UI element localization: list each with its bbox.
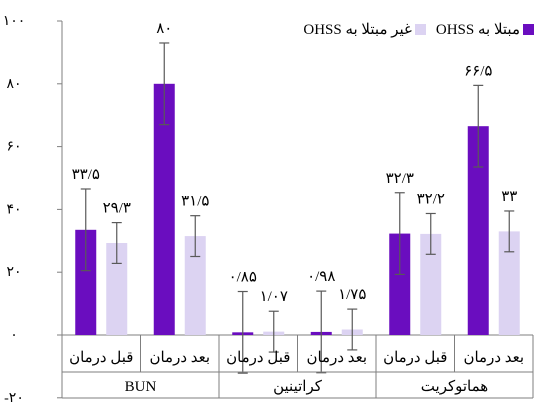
category-label: بعد درمان (306, 350, 367, 366)
y-tick-label: ۶۰ (6, 140, 21, 155)
bar-unaffected (420, 233, 442, 335)
data-label: ۰/۸۵ (229, 270, 257, 286)
data-label: ۳۲/۲ (417, 191, 445, 207)
data-label: ۳۳ (501, 189, 517, 205)
y-tick-label: ۲۰ (6, 265, 21, 280)
data-label: ۳۳/۵ (72, 167, 100, 183)
data-label: ۳۱/۵ (181, 194, 209, 210)
bar-unaffected (184, 236, 206, 335)
category-label: بعد درمان (149, 350, 210, 366)
y-tick-label: ۸۰ (6, 77, 21, 92)
data-label: ۶۶/۵ (464, 63, 492, 79)
bar-affected (153, 83, 175, 335)
bar-unaffected (498, 231, 520, 335)
legend-swatch-unaffected (414, 24, 426, 35)
data-label: ۲۹/۳ (103, 201, 131, 217)
legend-label-unaffected: غیر مبتلا به OHSS (303, 22, 412, 38)
category-label: بعد درمان (463, 350, 524, 366)
legend-item-unaffected: غیر مبتلا به OHSS (303, 20, 426, 39)
group-label: هماتوکریت (421, 379, 488, 395)
bar-affected (389, 233, 411, 335)
category-label: قبل درمان (383, 350, 447, 366)
data-label: ۱/۷۵ (338, 287, 366, 303)
group-label: BUN (125, 379, 157, 395)
data-label: ۳۲/۳ (386, 171, 414, 187)
bar-unaffected (106, 242, 128, 335)
legend-label-affected: مبتلا به OHSS (435, 22, 520, 38)
category-label: قبل درمان (69, 350, 133, 366)
y-tick-label: ۱۰۰ (3, 14, 26, 29)
bar-affected (75, 229, 97, 335)
group-label: کراتینین (273, 379, 323, 395)
y-tick-label: ۰ (10, 328, 18, 343)
data-label: ۰/۹۸ (307, 269, 335, 285)
data-label: ۸۰ (156, 21, 172, 37)
y-tick-label: ۴۰ (6, 202, 21, 217)
legend-swatch-affected (523, 24, 534, 35)
y-tick-label: -۲۰ (4, 391, 24, 406)
legend: مبتلا به OHSS غیر مبتلا به OHSS (297, 20, 534, 39)
legend-item-affected: مبتلا به OHSS (436, 20, 534, 39)
bar-affected (467, 126, 489, 335)
category-label: قبل درمان (226, 350, 290, 366)
data-label: ۱/۰۷ (260, 289, 288, 305)
